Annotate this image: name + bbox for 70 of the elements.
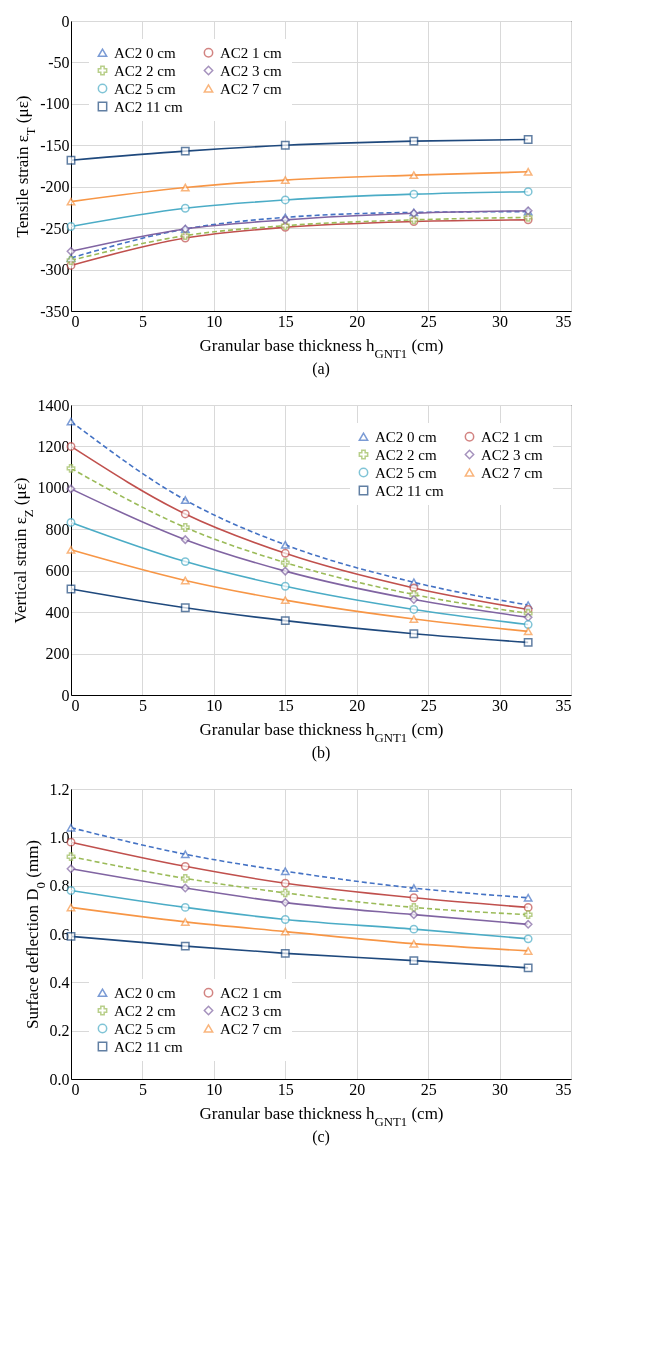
x-tick-label: 10 [206,312,223,330]
legend-label: AC2 5 cm [114,80,176,97]
legend-label: AC2 0 cm [375,428,437,445]
y-tick-label: -250 [40,219,70,237]
legend-label: AC2 7 cm [220,80,282,97]
x-tick-label: 15 [277,1080,294,1098]
y-tick-label: 0.0 [49,1070,70,1088]
x-tick-label: 5 [138,696,147,714]
legend-label: AC2 7 cm [220,1020,282,1037]
legend-label: AC2 3 cm [481,446,543,463]
y-tick-label: 1200 [37,437,70,455]
x-tick-label: 20 [349,696,366,714]
y-tick-label: 0.2 [49,1022,70,1040]
x-tick-label: 35 [555,312,572,330]
y-tick-label: 1000 [37,479,70,497]
legend-label: AC2 11 cm [114,98,183,115]
x-tick-label: 35 [555,1080,572,1098]
x-tick-label: 20 [349,312,366,330]
y-tick-label: 0.6 [49,925,70,943]
x-tick-label: 30 [492,312,509,330]
x-tick-label: 35 [555,696,572,714]
y-tick-label: 1.2 [49,780,70,798]
legend-label: AC2 5 cm [375,464,437,481]
legend-label: AC2 1 cm [220,44,282,61]
legend-label: AC2 1 cm [481,428,543,445]
legend-label: AC2 0 cm [114,984,176,1001]
y-tick-label: -350 [40,302,70,320]
y-tick-label: 400 [45,603,70,621]
legend-label: AC2 5 cm [114,1020,176,1037]
legend-label: AC2 11 cm [114,1038,183,1055]
legend-label: AC2 7 cm [481,464,543,481]
x-axis-title: Granular base thickness h$_{GNT1}$ (cm) [199,335,444,361]
y-tick-label: 200 [45,645,70,663]
legend-label: AC2 0 cm [114,44,176,61]
y-tick-label: -300 [40,261,70,279]
y-tick-label: 0 [61,12,70,30]
legend-label: AC2 2 cm [114,1002,176,1019]
text: (c) [312,1128,330,1146]
y-tick-label: -100 [40,95,70,113]
x-tick-label: 15 [277,696,294,714]
x-tick-label: 20 [349,1080,366,1098]
legend-label: AC2 2 cm [375,446,437,463]
x-tick-label: 25 [420,696,437,714]
x-tick-label: 5 [138,312,147,330]
y-tick-label: 1400 [37,396,70,414]
x-tick-label: 25 [420,312,437,330]
y-tick-label: -150 [40,136,70,154]
legend-label: AC2 2 cm [114,62,176,79]
x-tick-label: 30 [492,1080,509,1098]
y-tick-label: 600 [45,562,70,580]
y-tick-label: 800 [45,520,70,538]
y-tick-label: 0.4 [49,973,70,991]
x-axis-title: Granular base thickness h$_{GNT1}$ (cm) [199,1103,444,1129]
y-tick-label: 0.8 [49,877,70,895]
text: (b) [311,744,331,762]
text: (a) [312,360,330,378]
x-tick-label: 10 [206,696,223,714]
x-tick-label: 30 [492,696,509,714]
x-tick-label: 25 [420,1080,437,1098]
x-tick-label: 10 [206,1080,223,1098]
legend-label: AC2 3 cm [220,62,282,79]
legend-label: AC2 3 cm [220,1002,282,1019]
legend-label: AC2 1 cm [220,984,282,1001]
y-tick-label: -200 [40,178,70,196]
legend-label: AC2 11 cm [375,482,444,499]
y-tick-label: -50 [48,53,70,71]
x-axis-title: Granular base thickness h$_{GNT1}$ (cm) [199,719,444,745]
x-tick-label: 5 [138,1080,147,1098]
y-tick-label: 1.0 [49,828,70,846]
x-tick-label: 15 [277,312,294,330]
